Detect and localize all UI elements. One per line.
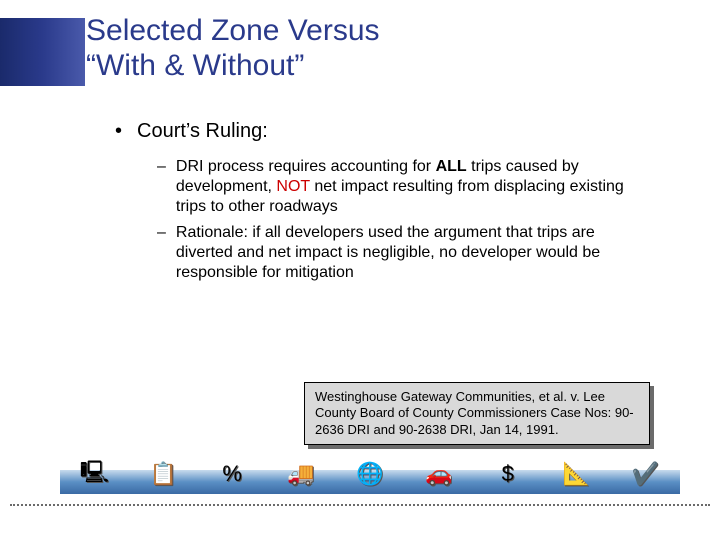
footer-icon: ✔️ xyxy=(627,455,663,493)
footer-dotted-line xyxy=(10,504,710,506)
bullet-dot: • xyxy=(115,120,125,143)
bullet-level-2: – DRI process requires accounting for AL… xyxy=(157,157,650,217)
slide-title: Selected Zone Versus “With & Without” xyxy=(86,14,380,83)
bullet-text: Court’s Ruling: xyxy=(137,120,268,143)
slide-body: • Court’s Ruling: – DRI process requires… xyxy=(115,120,650,289)
footer-icon: 📐 xyxy=(559,455,595,493)
footer-icon: % xyxy=(214,455,250,493)
title-line-2: “With & Without” xyxy=(86,49,304,82)
bullet-level-1: • Court’s Ruling: xyxy=(115,120,650,143)
footer-icon: 📋 xyxy=(145,455,181,493)
bullet-text: Rationale: if all developers used the ar… xyxy=(176,223,650,283)
footer-icon: $ xyxy=(490,455,526,493)
title-accent-bar xyxy=(0,18,85,86)
footer-icon: 🚗 xyxy=(421,455,457,493)
footer-icon: 🌐 xyxy=(352,455,388,493)
text-red: NOT xyxy=(276,178,309,195)
citation-text: Westinghouse Gateway Communities, et al.… xyxy=(304,382,650,445)
bullet-text: DRI process requires accounting for ALL … xyxy=(176,157,650,217)
footer-icon: 🖳️ xyxy=(76,455,112,493)
bullet-dash: – xyxy=(157,157,166,217)
bullet-level-2: – Rationale: if all developers used the … xyxy=(157,223,650,283)
footer-icon-bar: 🖳️ 📋 % 🚚 🌐 🚗 $ 📐 ✔️ xyxy=(60,470,680,494)
title-line-1: Selected Zone Versus xyxy=(86,14,380,47)
footer-icon: 🚚 xyxy=(283,455,319,493)
bullet-dash: – xyxy=(157,223,166,283)
text-bold: ALL xyxy=(436,158,467,175)
text-run: DRI process requires accounting for xyxy=(176,158,436,175)
citation-box: Westinghouse Gateway Communities, et al.… xyxy=(304,382,650,445)
